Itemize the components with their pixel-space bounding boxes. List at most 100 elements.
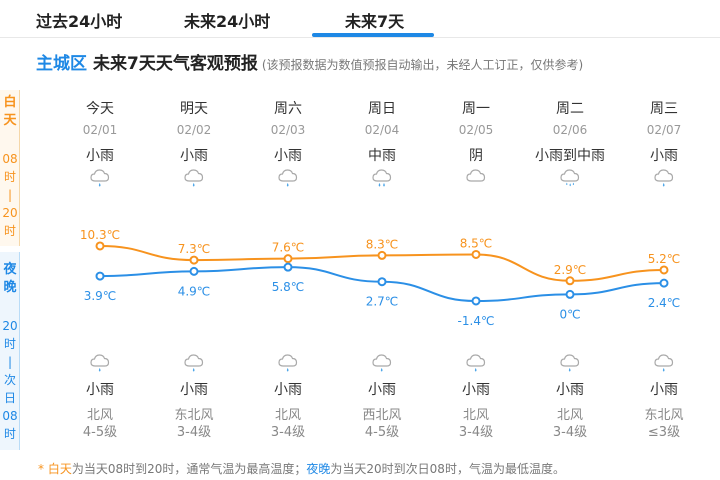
tab-next-7d[interactable]: 未来7天 [345,12,405,31]
low-temp-label: 2.4℃ [648,296,681,310]
light-rain-icon [182,165,206,193]
wind-direction: 北风 [86,408,113,423]
forecast-date: 02/01 [82,123,118,137]
tab-past-24h[interactable]: 过去24小时 [36,12,123,31]
high-temp-label: 5.2℃ [648,252,681,266]
wind-level: 3-4级 [458,425,494,440]
day-weather-text: 阴 [469,148,483,164]
day-name: 周六 [274,101,302,117]
night-weather-text: 小雨 [650,382,678,398]
night-weather-text: 小雨 [180,382,208,398]
wind-level: 3-4级 [176,425,212,440]
light-rain-icon [276,165,300,193]
high-temp-point [565,276,575,286]
low-temp-point [189,266,199,276]
forecast-note: (该预报数据为数值预报自动输出，未经人工订正，仅供参考) [261,58,584,72]
low-temp-label: 3.9℃ [84,289,117,303]
wind-direction: 西北风 [362,408,402,423]
page-title: 主城区 未来7天天气客观预报 (该预报数据为数值预报自动输出，未经人工订正，仅供参考… [36,49,583,74]
low-temp-point [471,296,481,306]
high-temp-label: 7.3℃ [178,242,211,256]
light-rain-icon [276,350,300,378]
day-weather-text: 小雨到中雨 [535,148,605,164]
day-name: 今天 [86,101,114,117]
forecast-date: 02/04 [364,123,400,137]
wind-direction: 东北风 [644,408,684,423]
high-temp-point [471,249,481,259]
day-weather-text: 小雨 [650,148,678,164]
low-temp-label: 4.9℃ [178,284,211,298]
high-temp-label: 2.9℃ [554,263,587,277]
wind-level: ≤3级 [647,425,681,440]
night-label: 夜晚 [3,262,17,295]
low-temp-label: 5.8℃ [272,280,305,294]
night-time-range: 20 时 | 次日 08 时 [2,319,18,441]
wind-direction: 北风 [462,408,489,423]
night-side-panel [0,252,20,450]
day-name: 周二 [556,101,584,117]
active-tab-indicator [312,33,434,37]
night-weather-text: 小雨 [462,382,490,398]
day-weather-text: 小雨 [274,148,302,164]
high-temp-point [659,265,669,275]
overcast-icon [464,165,488,193]
light-to-moderate-rain-icon [558,165,582,193]
forecast-date: 02/06 [552,123,588,137]
day-name: 周三 [650,101,678,117]
light-rain-icon [182,350,206,378]
day-side-panel [0,90,20,246]
day-weather-text: 中雨 [368,148,396,164]
low-temp-label: -1.4℃ [458,314,495,328]
low-temp-label: 0℃ [559,307,580,321]
light-rain-icon [88,350,112,378]
light-rain-icon [370,350,394,378]
tab-bar: 过去24小时 未来24小时 未来7天 [0,0,720,38]
forecast-date: 02/07 [646,123,682,137]
day-time-range: 08 时 | 20 时 [2,152,18,238]
light-rain-icon [88,165,112,193]
wind-direction: 北风 [556,408,583,423]
wind-level: 4-5级 [364,425,400,440]
high-temp-point [283,254,293,264]
low-temp-point [565,289,575,299]
day-weather-text: 小雨 [180,148,208,164]
day-label: 白天 [3,95,17,128]
footer-note: * 白天为当天08时到20时，通常气温为最高温度；夜晚为当天20时到次日08时，… [38,462,565,476]
night-weather-text: 小雨 [368,382,396,398]
light-rain-icon [558,350,582,378]
wind-direction: 东北风 [174,408,214,423]
city-name: 主城区 [36,54,87,74]
tab-next-24h[interactable]: 未来24小时 [184,12,271,31]
wind-level: 3-4级 [552,425,588,440]
day-weather-text: 小雨 [86,148,114,164]
light-rain-icon [464,350,488,378]
high-temp-point [377,250,387,260]
light-rain-icon [652,165,676,193]
low-temp-point [377,277,387,287]
light-rain-icon [652,350,676,378]
night-weather-text: 小雨 [274,382,302,398]
low-temp-point [659,278,669,288]
high-temp-point [189,255,199,265]
low-temp-label: 2.7℃ [366,295,399,309]
high-temp-label: 8.5℃ [460,236,493,250]
low-temp-point [283,262,293,272]
forecast-date: 02/02 [176,123,212,137]
forecast-title: 未来7天天气客观预报 [93,54,258,74]
moderate-rain-icon [370,165,394,193]
night-weather-text: 小雨 [86,382,114,398]
high-temp-label: 8.3℃ [366,237,399,251]
wind-level: 4-5级 [82,425,118,440]
wind-level: 3-4级 [270,425,306,440]
wind-direction: 北风 [274,408,301,423]
day-name: 周一 [462,101,490,117]
forecast-date: 02/05 [458,123,494,137]
forecast-date: 02/03 [270,123,306,137]
day-name: 明天 [180,101,208,117]
high-temp-point [95,241,105,251]
high-temp-label: 7.6℃ [272,241,305,255]
high-temp-label: 10.3℃ [80,228,120,242]
low-temp-point [95,271,105,281]
night-weather-text: 小雨 [556,382,584,398]
